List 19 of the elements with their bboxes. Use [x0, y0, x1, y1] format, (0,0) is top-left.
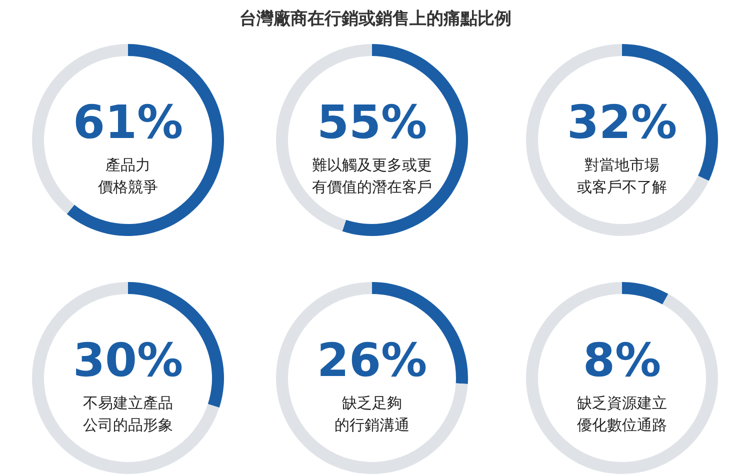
data-label: 32%	[566, 95, 678, 149]
donut-slice	[66, 44, 224, 236]
slice-label: 不易建立產品公司的品形象	[83, 394, 173, 434]
data-label: 26%	[316, 333, 428, 387]
donut-slice	[276, 282, 468, 474]
data-label: 55%	[316, 95, 428, 149]
slice-label: 缺乏足夠的行銷溝通	[334, 394, 410, 434]
data-label: 30%	[72, 333, 184, 387]
data-label: 61%	[72, 95, 184, 149]
donut-slice	[32, 282, 220, 474]
donut-slice	[526, 44, 709, 236]
slice-label: 產品力價格競爭	[98, 156, 158, 196]
text: 台灣廠商在行銷或銷售上的痛點比例	[240, 9, 512, 29]
slice-label: 缺乏資源建立優化數位通路	[577, 394, 667, 434]
slice-label: 難以觸及更多或更有價值的潛在客戶	[312, 156, 432, 196]
slice-label: 對當地市場或客戶不了解	[577, 156, 667, 196]
donut-slice	[622, 282, 668, 304]
data-label: 8%	[582, 333, 662, 387]
donut-slice	[526, 282, 718, 474]
